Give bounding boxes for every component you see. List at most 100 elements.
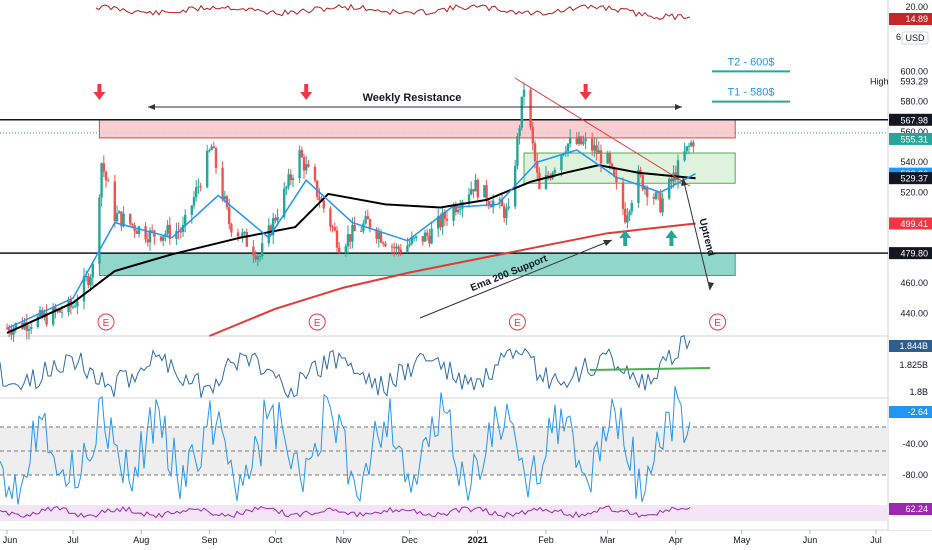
bottom-indicator-tag-bg xyxy=(889,503,932,515)
up-arrow-head xyxy=(619,230,632,238)
price-tick-label: 520.00 xyxy=(900,187,928,197)
candle-body xyxy=(593,145,596,151)
candle-body xyxy=(470,189,473,195)
candle-body xyxy=(476,179,479,198)
down-arrow-head xyxy=(300,92,313,100)
price-scale[interactable]: 440.00460.00480.00500.00520.00540.00560.… xyxy=(870,0,932,530)
candle-body xyxy=(131,223,134,226)
candle-body xyxy=(641,175,644,190)
candle-body xyxy=(269,225,273,236)
candle-body xyxy=(236,232,240,237)
time-tick-label: May xyxy=(733,535,751,545)
earnings-marker xyxy=(308,313,326,331)
candle-body xyxy=(318,196,321,201)
candle-body xyxy=(428,235,431,244)
candle-body xyxy=(100,163,103,198)
candle-body xyxy=(267,225,270,244)
candle-body xyxy=(76,301,79,307)
candle-body xyxy=(245,231,248,247)
price-tick-label: 440.00 xyxy=(900,308,928,318)
bottom-indicator-tag: 62.24 xyxy=(905,504,928,514)
candle-body xyxy=(364,216,367,224)
candle-body xyxy=(472,189,475,192)
candle-body xyxy=(291,178,295,181)
candle-body xyxy=(322,200,325,209)
candle-body xyxy=(498,199,501,201)
upper-indicator-line xyxy=(95,3,691,21)
candle-body xyxy=(258,255,262,257)
time-tick-label: Dec xyxy=(402,535,419,545)
candle-body xyxy=(307,164,310,167)
candle-body xyxy=(516,136,519,166)
candle-body xyxy=(430,228,433,244)
candle-body xyxy=(274,218,277,221)
candle-body xyxy=(626,215,629,223)
candle-body xyxy=(441,212,444,228)
candle-body xyxy=(507,206,510,209)
candle-body xyxy=(208,150,211,152)
candle-body xyxy=(408,243,411,246)
candle-body xyxy=(533,143,537,161)
candle-body xyxy=(338,247,341,253)
candle-body xyxy=(580,136,583,145)
zone-resistance xyxy=(98,119,736,139)
candle-body xyxy=(148,230,152,243)
candle-body xyxy=(151,230,154,232)
time-tick-label: Nov xyxy=(336,535,353,545)
candle-body xyxy=(144,226,147,240)
candle-body xyxy=(162,236,165,241)
candle-body xyxy=(668,178,671,199)
candle-body xyxy=(137,226,141,234)
measure-arrowhead-left xyxy=(148,104,155,110)
candle-body xyxy=(439,216,442,228)
upper-indicator-tick: 20.00 xyxy=(905,2,928,12)
candle-body xyxy=(595,145,598,154)
ema200-support-arrow xyxy=(419,239,613,319)
candle-body xyxy=(582,141,585,145)
volume-tag-bg xyxy=(889,340,932,352)
oscillator-tick: -40.00 xyxy=(902,439,928,449)
candle-body xyxy=(107,180,110,182)
candle-body xyxy=(454,205,457,213)
candle-body xyxy=(344,246,347,253)
candle-body xyxy=(379,232,383,243)
upper-indicator-tag-bg xyxy=(889,13,932,25)
candle-body xyxy=(351,225,354,242)
target-label: T1 - 580$ xyxy=(727,87,774,99)
candle-body xyxy=(74,306,77,308)
candle-body xyxy=(331,226,334,228)
candle-body xyxy=(120,211,123,227)
candle-body xyxy=(443,212,446,219)
candle-body xyxy=(421,236,424,242)
price-tag-bg xyxy=(889,217,932,230)
trendline xyxy=(514,77,691,187)
candle-body xyxy=(333,227,336,231)
candle-body xyxy=(168,224,171,239)
time-tick-label: Mar xyxy=(600,535,616,545)
candle-body xyxy=(610,163,614,168)
candle-body xyxy=(390,246,394,248)
candle-body xyxy=(206,150,209,188)
earnings-marker-label: E xyxy=(103,318,110,329)
price-tag-value: 499.41 xyxy=(900,219,928,229)
candle-body xyxy=(529,89,532,128)
bottom-indicator-line xyxy=(0,505,691,519)
candle-body xyxy=(503,206,506,218)
candle-body xyxy=(300,150,303,158)
candle-body xyxy=(287,174,290,187)
candle-body xyxy=(283,188,286,218)
time-tick-label: Oct xyxy=(268,535,283,545)
candle-body xyxy=(335,230,339,248)
candle-body xyxy=(652,197,655,199)
oscillator-tick: -80.00 xyxy=(902,470,928,480)
candle-body xyxy=(467,194,471,202)
time-tick-label: Jun xyxy=(3,535,18,545)
time-tick-label: Feb xyxy=(538,535,554,545)
time-scale[interactable]: Jun Jul Aug Sep Oct Nov Dec 2021 Feb Mar Apr May Jun… xyxy=(3,530,882,545)
targets: T2 - 600$ T1 - 580$ xyxy=(712,56,790,103)
candle-body xyxy=(366,216,369,220)
candles xyxy=(5,82,695,342)
candle-body xyxy=(14,323,17,329)
candle-body xyxy=(575,137,578,144)
candle-body xyxy=(135,230,138,234)
